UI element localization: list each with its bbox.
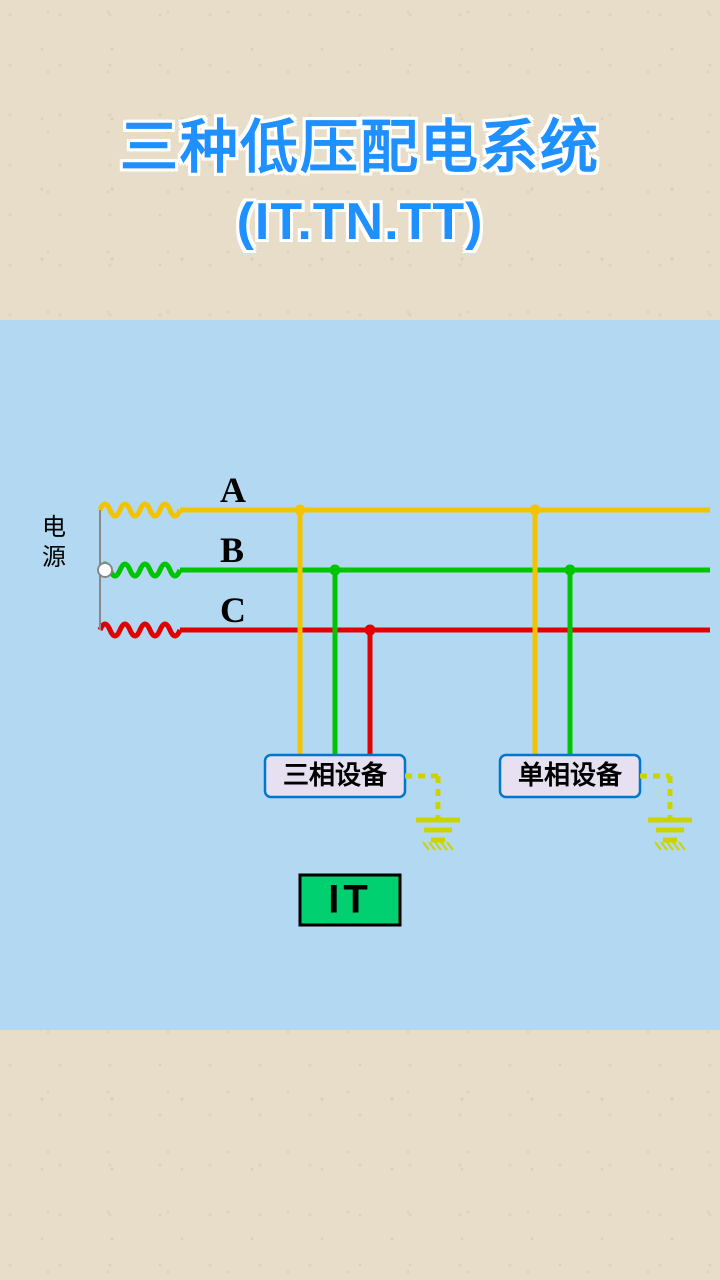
phase-label-B: B <box>220 530 244 570</box>
junction-node <box>565 565 576 576</box>
junction-node <box>530 505 541 516</box>
phase-label-A: A <box>220 470 246 510</box>
source-label: 电 <box>42 514 66 541</box>
source-label: 源 <box>42 544 66 571</box>
ground-symbol <box>416 820 460 850</box>
junction-node <box>330 565 341 576</box>
system-type-label: IT <box>328 878 372 922</box>
title-main: 三种低压配电系统 <box>0 100 720 184</box>
three_phase-label: 三相设备 <box>283 761 388 790</box>
junction-node <box>295 505 306 516</box>
circuit-diagram: 电源 ABC 三相设备 单相设备 IT <box>0 320 720 1030</box>
coil-phase-A <box>100 504 180 516</box>
phase-label-C: C <box>220 590 246 630</box>
diagram-svg: 电源 ABC 三相设备 单相设备 IT <box>0 320 720 1030</box>
ground-symbol <box>648 820 692 850</box>
title-area: 三种低压配电系统 (IT.TN.TT) <box>0 100 720 252</box>
junction-node <box>365 625 376 636</box>
single_phase-label: 单相设备 <box>518 761 623 790</box>
title-sub: (IT.TN.TT) <box>0 192 720 252</box>
neutral-node <box>98 563 112 577</box>
coil-phase-C <box>100 624 180 636</box>
